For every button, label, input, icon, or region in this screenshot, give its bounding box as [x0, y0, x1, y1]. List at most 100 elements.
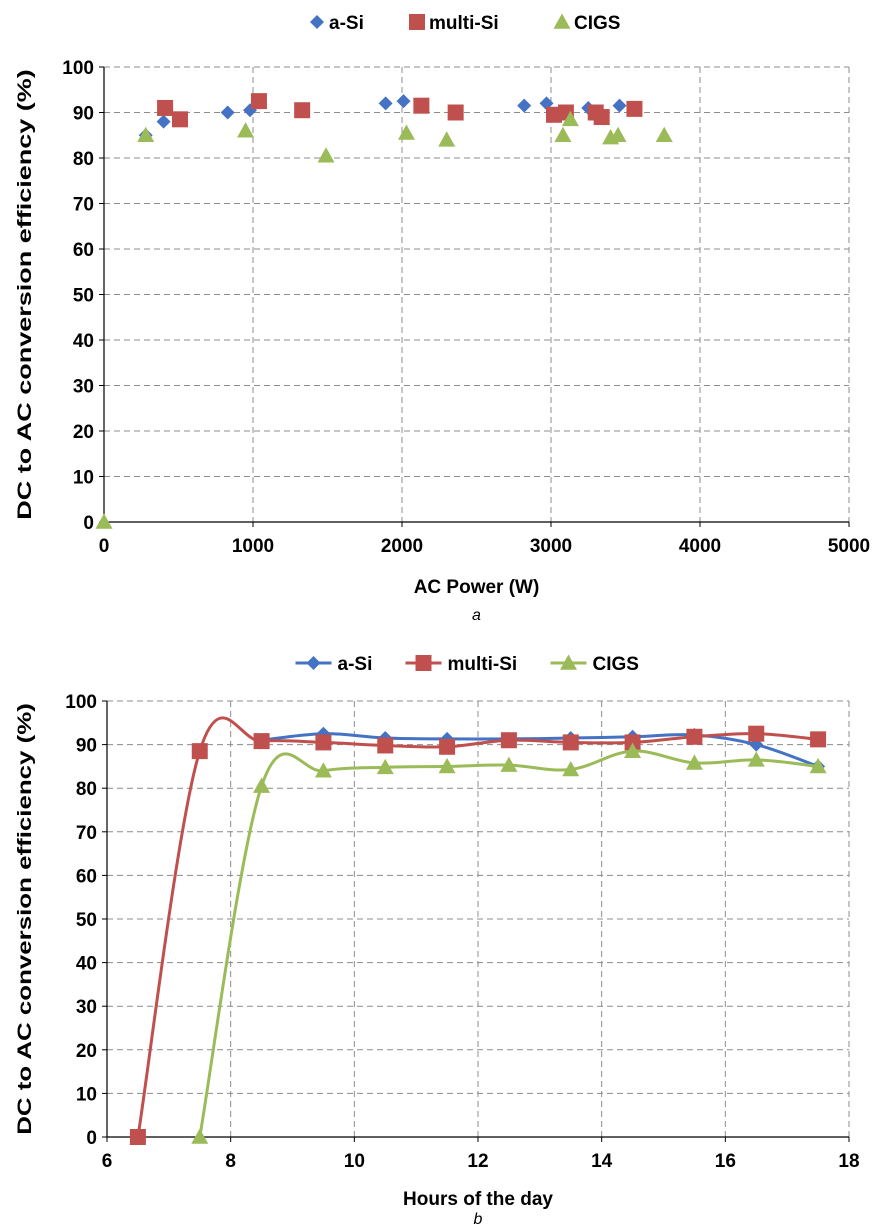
y-tick-label: 40 — [76, 954, 97, 975]
data-point — [191, 743, 208, 760]
data-point — [294, 102, 311, 119]
y-tick-label: 0 — [83, 513, 94, 534]
x-axis-title: AC Power (W) — [414, 577, 540, 598]
legend-item-a-si: a-Si — [310, 13, 364, 34]
data-point — [191, 1128, 209, 1144]
data-point — [626, 100, 643, 117]
y-tick-label: 70 — [73, 195, 94, 216]
data-point — [554, 126, 572, 143]
x-tick-label: 0 — [99, 536, 110, 557]
y-tick-label: 10 — [73, 468, 94, 489]
legend-label: CIGS — [574, 13, 620, 34]
data-point — [624, 742, 642, 758]
y-tick-label: 20 — [73, 422, 94, 443]
y-tick-label: 30 — [73, 377, 94, 398]
y-tick-label: 40 — [73, 331, 94, 352]
data-point — [748, 725, 765, 742]
y-tick-label: 100 — [62, 58, 94, 79]
legend-marker — [306, 656, 321, 670]
x-tick-label: 5000 — [828, 536, 870, 557]
data-point — [561, 110, 579, 127]
data-point — [377, 737, 394, 754]
data-point — [171, 111, 188, 128]
data-point — [500, 732, 517, 749]
legend-item-multi-si: multi-Si — [405, 654, 518, 675]
y-tick-label: 50 — [76, 910, 97, 931]
legend-marker — [560, 654, 577, 670]
data-point — [609, 126, 627, 143]
y-tick-label: 80 — [76, 779, 97, 800]
y-tick-label: 0 — [86, 1128, 97, 1149]
data-point — [317, 147, 335, 163]
panel-caption: b — [474, 1211, 483, 1228]
series-line — [261, 732, 819, 768]
data-point — [810, 731, 827, 748]
legend-item-multi-si: multi-Si — [409, 13, 499, 34]
data-point — [685, 754, 703, 770]
data-point — [655, 126, 673, 143]
data-point — [500, 756, 518, 772]
chart-panel-b: 0 10 20 30 40 50 60 70 80 90 100 6 8 10 12 14 16 18 Hours … — [15, 654, 860, 1228]
legend-marker — [409, 14, 425, 30]
y-tick-label: 90 — [76, 736, 97, 757]
data-point — [686, 728, 703, 745]
data-point — [517, 98, 532, 113]
series-multi-si — [157, 93, 643, 128]
legend: a-Si multi-Si CIGS — [295, 654, 639, 675]
data-point — [314, 762, 332, 778]
legend: a-Si multi-Si CIGS — [310, 13, 620, 34]
y-axis-title: DC to AC conversion efficiency (%) — [15, 69, 36, 519]
legend-item-cigs: CIGS — [553, 13, 620, 34]
x-tick-label: 14 — [591, 1151, 613, 1172]
data-point — [315, 734, 332, 751]
x-tick-label: 6 — [102, 1151, 113, 1172]
y-axis-title: DC to AC conversion efficiency (%) — [15, 703, 36, 1135]
legend-marker — [553, 13, 571, 29]
y-tick-label: 10 — [76, 1084, 97, 1105]
legend-label: a-Si — [338, 654, 373, 675]
data-point — [747, 751, 765, 767]
y-tick-label: 60 — [73, 240, 94, 261]
data-point — [439, 738, 456, 755]
x-tick-label: 8 — [225, 1151, 236, 1172]
data-point — [624, 734, 641, 751]
x-tick-label: 3000 — [530, 536, 572, 557]
y-tick-label: 80 — [73, 149, 94, 170]
x-tick-label: 1000 — [232, 536, 274, 557]
x-tick-label: 18 — [838, 1151, 859, 1172]
data-point — [156, 114, 171, 129]
data-point — [253, 777, 271, 793]
data-point — [250, 93, 267, 110]
data-point — [562, 760, 580, 777]
y-tick-label: 90 — [73, 104, 94, 125]
data-point — [95, 513, 113, 529]
legend-marker — [415, 655, 432, 671]
series-multi-si — [129, 716, 827, 1145]
x-tick-label: 16 — [715, 1151, 736, 1172]
data-point — [137, 126, 155, 143]
data-point — [157, 99, 174, 116]
legend-item-a-si: a-Si — [295, 654, 373, 675]
data-point — [438, 131, 456, 147]
y-tick-label: 30 — [76, 997, 97, 1018]
data-point — [397, 124, 415, 140]
data-point — [593, 109, 610, 126]
data-point — [220, 105, 235, 120]
data-point — [438, 757, 456, 774]
x-tick-label: 2000 — [381, 536, 423, 557]
data-point — [378, 96, 393, 111]
y-tick-label: 100 — [65, 692, 97, 713]
y-tick-label: 70 — [76, 823, 97, 844]
data-point — [562, 734, 579, 751]
series-cigs — [95, 110, 673, 529]
legend-label: CIGS — [593, 654, 639, 675]
legend-item-cigs: CIGS — [550, 654, 639, 675]
legend-label: multi-Si — [448, 654, 518, 675]
panel-caption: a — [472, 607, 481, 624]
data-point — [447, 104, 464, 121]
legend-marker — [310, 15, 324, 29]
data-point — [129, 1129, 146, 1145]
data-point — [237, 122, 255, 138]
